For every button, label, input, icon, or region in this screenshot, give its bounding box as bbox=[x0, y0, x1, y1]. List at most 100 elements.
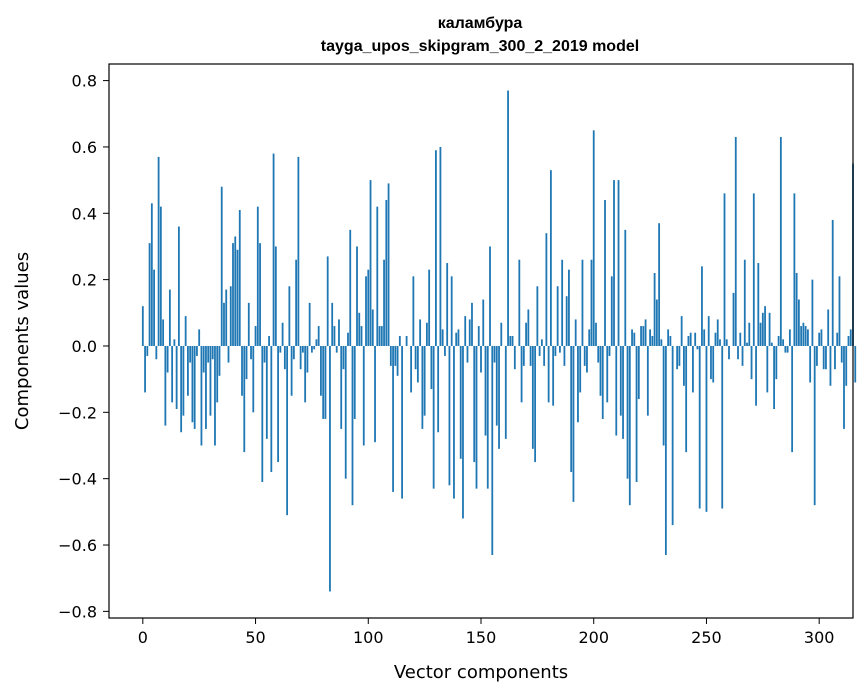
bar bbox=[820, 329, 823, 346]
bar bbox=[804, 326, 807, 346]
bar bbox=[168, 289, 171, 346]
bar bbox=[536, 286, 539, 346]
bar bbox=[297, 156, 300, 346]
bar bbox=[538, 345, 541, 356]
bar bbox=[619, 345, 622, 416]
bar bbox=[840, 345, 843, 363]
bar bbox=[261, 345, 264, 482]
bar bbox=[687, 336, 690, 346]
bar bbox=[378, 326, 381, 346]
y-tick-label: −0.2 bbox=[58, 403, 97, 422]
bar bbox=[308, 302, 311, 346]
bar bbox=[349, 229, 352, 346]
bar bbox=[768, 312, 771, 346]
bar bbox=[793, 193, 796, 346]
bar bbox=[457, 329, 460, 346]
y-tick-label: −0.6 bbox=[58, 536, 97, 555]
bar bbox=[146, 345, 149, 356]
x-tick-label: 0 bbox=[138, 628, 148, 647]
bar bbox=[389, 345, 392, 366]
bar bbox=[831, 219, 834, 346]
bar bbox=[696, 345, 699, 350]
bar bbox=[263, 345, 266, 363]
bar bbox=[471, 302, 473, 346]
bar bbox=[838, 276, 841, 346]
bar bbox=[141, 306, 144, 346]
bar bbox=[475, 345, 478, 489]
bar bbox=[698, 345, 701, 509]
bar bbox=[392, 345, 394, 492]
bar bbox=[531, 345, 534, 449]
bar bbox=[245, 345, 248, 380]
bar bbox=[425, 322, 428, 346]
bar bbox=[644, 319, 647, 346]
bar bbox=[150, 203, 153, 346]
bar bbox=[238, 209, 241, 346]
bar bbox=[716, 319, 719, 346]
bar bbox=[646, 345, 649, 416]
bar bbox=[604, 200, 606, 346]
bar bbox=[653, 272, 656, 346]
bar bbox=[543, 345, 546, 366]
bar bbox=[335, 345, 338, 353]
bar bbox=[777, 336, 780, 346]
bar bbox=[712, 345, 715, 383]
bar bbox=[628, 345, 631, 506]
bar bbox=[342, 345, 345, 370]
x-tick-label: 200 bbox=[578, 628, 609, 647]
bar bbox=[520, 345, 523, 403]
bar bbox=[243, 345, 246, 453]
bar bbox=[809, 345, 812, 383]
bar bbox=[272, 153, 275, 346]
bar bbox=[556, 286, 559, 346]
bar bbox=[613, 180, 615, 346]
bar bbox=[329, 345, 331, 592]
bar bbox=[834, 345, 836, 370]
bar bbox=[405, 336, 408, 346]
bar bbox=[482, 299, 485, 346]
bar bbox=[374, 345, 376, 443]
bar bbox=[563, 345, 566, 366]
bar bbox=[705, 345, 708, 512]
bar bbox=[825, 345, 827, 370]
bar bbox=[545, 233, 548, 346]
bar bbox=[286, 345, 289, 516]
bar bbox=[579, 345, 582, 393]
x-axis: 0 50 100 150 200 250 300 bbox=[138, 618, 835, 647]
bar bbox=[446, 263, 449, 346]
bar bbox=[795, 272, 798, 346]
bar bbox=[694, 332, 697, 346]
bar bbox=[265, 345, 268, 439]
bar bbox=[464, 316, 467, 346]
x-tick-label: 300 bbox=[804, 628, 835, 647]
bar bbox=[317, 326, 320, 346]
bar bbox=[155, 345, 158, 360]
bar bbox=[344, 345, 347, 479]
bar bbox=[369, 180, 372, 346]
bar bbox=[159, 206, 162, 346]
bar bbox=[398, 336, 401, 346]
bar bbox=[678, 345, 681, 366]
bar bbox=[304, 345, 307, 403]
bar bbox=[486, 345, 489, 489]
bar bbox=[290, 345, 293, 396]
x-tick-label: 100 bbox=[353, 628, 384, 647]
bar bbox=[299, 345, 302, 370]
bar bbox=[207, 345, 210, 363]
bar bbox=[166, 345, 169, 373]
bar bbox=[568, 269, 570, 346]
bar bbox=[581, 259, 584, 346]
bar bbox=[664, 345, 667, 555]
bar bbox=[784, 345, 787, 353]
bar bbox=[624, 229, 627, 346]
bar bbox=[522, 345, 525, 366]
bar bbox=[836, 332, 839, 346]
bar bbox=[338, 319, 340, 346]
bar bbox=[459, 345, 462, 459]
bar bbox=[775, 345, 778, 380]
bar bbox=[220, 186, 223, 346]
bar bbox=[554, 345, 557, 356]
bar bbox=[148, 243, 151, 346]
bar bbox=[529, 345, 532, 366]
